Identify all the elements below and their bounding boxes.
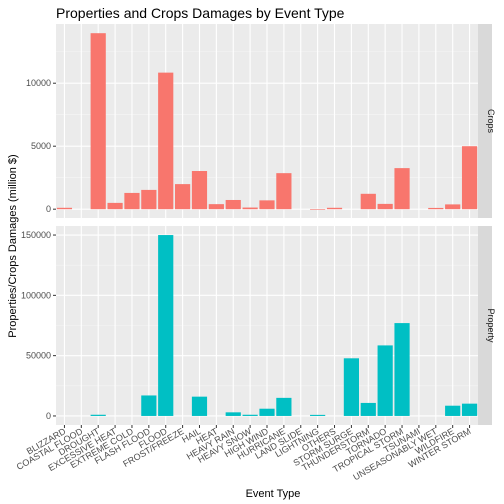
bar-property-13: [276, 397, 292, 416]
bar-property-19: [377, 345, 393, 416]
bar-property-15: [310, 414, 326, 416]
panel-crops: 0 5000 10000 Crops: [26, 24, 496, 218]
bar-property-8: [191, 396, 208, 416]
y-tick-label: 100000: [21, 290, 51, 300]
bar-crops-0: [56, 207, 73, 210]
bar-crops-4: [124, 192, 140, 210]
facet-strip: [478, 24, 492, 218]
bar-property-2: [90, 414, 106, 416]
chart-panels: 0 5000 10000 Crops 0 50000 100000 150000 Propert…: [21, 24, 496, 425]
facet-label-property: Property: [486, 308, 496, 343]
bar-property-18: [360, 402, 376, 416]
bar-crops-22: [428, 207, 444, 210]
x-axis-title: Event Type: [246, 488, 301, 500]
bar-property-11: [242, 414, 258, 416]
y-tick-label: 0: [46, 204, 51, 214]
bar-crops-16: [326, 207, 343, 210]
bar-crops-13: [276, 173, 292, 210]
bar-crops-3: [107, 202, 123, 210]
bar-crops-12: [259, 200, 275, 210]
bar-crops-10: [225, 199, 241, 210]
bar-property-17: [343, 358, 359, 416]
bar-crops-19: [377, 203, 393, 210]
bar-crops-2: [90, 33, 106, 210]
bar-property-5: [141, 395, 157, 416]
bar-crops-9: [208, 204, 224, 210]
bar-crops-11: [242, 207, 258, 210]
bar-crops-23: [445, 204, 461, 210]
bar-property-20: [394, 323, 410, 416]
bar-property-23: [445, 405, 461, 416]
bar-crops-8: [191, 171, 208, 210]
bar-property-6: [158, 235, 174, 416]
y-tick-label: 10000: [26, 78, 51, 88]
y-tick-label: 5000: [31, 141, 51, 151]
bar-crops-6: [158, 72, 174, 210]
chart-title: Properties and Crops Damages by Event Ty…: [56, 5, 345, 21]
y-tick-label: 150000: [21, 230, 51, 240]
panel-property: 0 50000 100000 150000 Property: [21, 226, 496, 425]
bar-property-10: [225, 412, 241, 416]
y-tick-label: 0: [46, 411, 51, 421]
bar-property-12: [259, 408, 275, 416]
y-axis-title: Properties/Crops Damages (million $): [7, 154, 19, 337]
facet-strip: [478, 226, 492, 425]
bar-crops-18: [360, 193, 376, 210]
bar-crops-24: [461, 146, 478, 210]
y-tick-label: 50000: [26, 351, 51, 361]
bar-crops-20: [394, 168, 410, 210]
bar-property-24: [461, 403, 478, 416]
bar-crops-7: [175, 184, 191, 210]
facet-label-crops: Crops: [486, 109, 496, 134]
bar-crops-15: [310, 209, 326, 210]
bar-crops-5: [141, 189, 157, 210]
